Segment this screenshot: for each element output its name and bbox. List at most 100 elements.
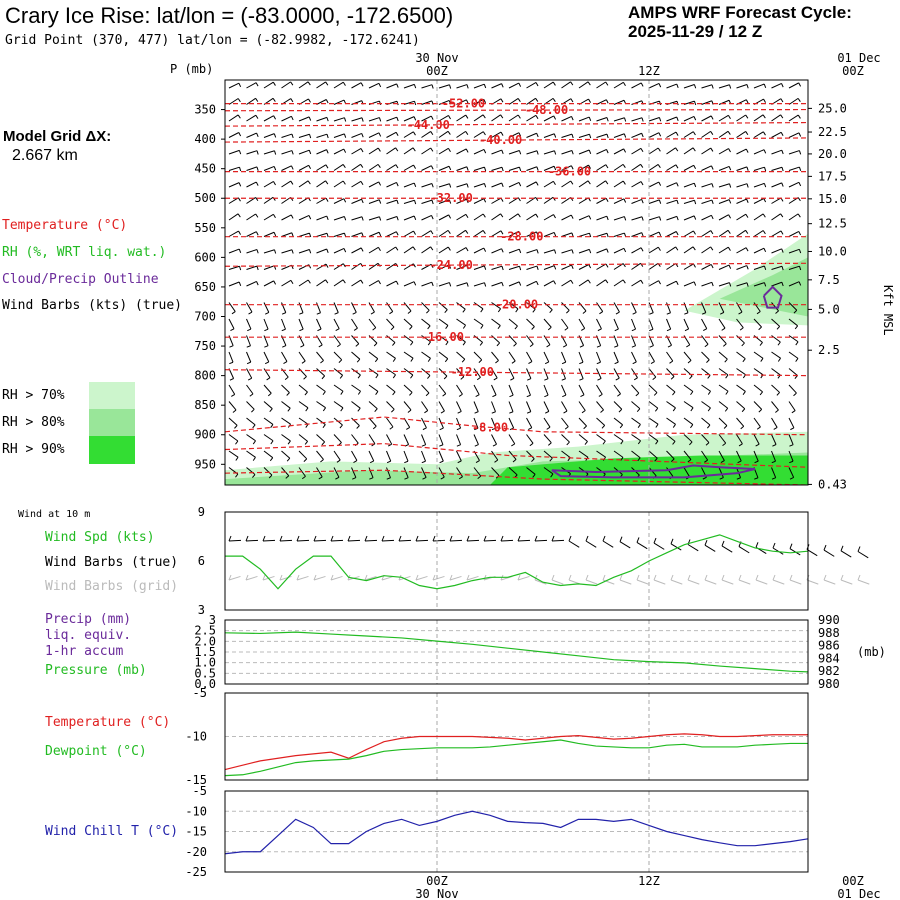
wind-barb (648, 246, 659, 254)
wind-barb-flag (413, 230, 416, 235)
wind-barb (631, 434, 641, 442)
wind-barb-flag (427, 375, 431, 379)
wind-barb (561, 264, 572, 270)
wind-barb (526, 97, 536, 105)
wind-barb (771, 450, 776, 462)
wind-barb-flag (553, 214, 556, 219)
wind-barb-flag (655, 440, 659, 445)
wind-barb (526, 384, 531, 396)
wind-barb (333, 148, 345, 155)
wind-barb-flag (777, 357, 781, 362)
wind-barb-flag (494, 459, 499, 463)
wind-barb (456, 183, 468, 188)
wind-barb-flag (248, 311, 253, 315)
wind-barb-flag (300, 344, 305, 348)
wind-barb (753, 335, 763, 343)
wind-barb (438, 147, 449, 155)
wind-barb-flag (791, 410, 796, 414)
wind-barb-flag (386, 460, 391, 464)
wind-barb (281, 318, 286, 330)
wind-barb-flag (322, 391, 326, 396)
wind-barb (701, 281, 713, 287)
wind-barb-flag (549, 309, 553, 314)
wind-barb (788, 150, 800, 155)
wind-barb (578, 351, 584, 363)
wind-barb-flag (535, 98, 539, 102)
grid-wind-barb-flag (704, 574, 708, 581)
wind-barb (543, 384, 549, 396)
wind-barb (683, 450, 692, 460)
bottom-time-tick-label: 00Z (426, 874, 448, 888)
forecast-cycle-value: 2025-11-29 / 12 Z (628, 22, 763, 41)
wind-barb (526, 335, 534, 345)
wind-barb (613, 417, 623, 426)
wind-barb-flag (606, 133, 609, 139)
wind-barb-flag (308, 149, 312, 155)
wind-barb-flag (547, 326, 552, 331)
wind-barb-flag (707, 407, 711, 412)
grid-wind-barb (721, 579, 734, 585)
wind-barb (386, 450, 392, 462)
legend-cloud-outline: Cloud/Precip Outline (2, 272, 159, 287)
wind-barb-flag (304, 391, 308, 396)
wind-barb (386, 434, 393, 445)
wind-barb (578, 302, 587, 312)
wind-barb-flag (780, 230, 784, 235)
wind-barb (788, 434, 794, 445)
wind-barb (771, 401, 779, 411)
wind-barb (631, 82, 642, 89)
wind-barb-flag (389, 311, 394, 315)
wind-barb (736, 198, 747, 204)
wind-barb-flag (658, 181, 662, 186)
wind-barb (596, 215, 607, 221)
temperature-contour-label: -44.00 (406, 118, 449, 132)
wind-barb-flag (378, 117, 382, 122)
wind-barb-flag (745, 213, 749, 218)
bottom-date-label: 01 Dec (837, 887, 880, 900)
wind-barb (666, 417, 676, 425)
wind-barb-flag (430, 230, 434, 235)
wind-barb-flag (563, 410, 568, 414)
wind-barb (578, 232, 590, 237)
wind-barb-flag (353, 327, 358, 331)
wind-barb (228, 248, 240, 254)
grid-wind-barb (517, 575, 530, 581)
legend-wind-barbs: Wind Barbs (kts) (true) (2, 298, 183, 313)
pressure-tick-label: 700 (194, 309, 216, 323)
wind-barb (561, 180, 571, 188)
wind-barb-flag (256, 166, 259, 171)
wind-barb-flag (457, 410, 462, 414)
wind-barb (701, 335, 709, 345)
wind-barb-flag (701, 312, 707, 315)
wind-barb (438, 302, 448, 311)
wind-barb (543, 150, 555, 155)
wind-barb-flag (238, 82, 242, 88)
wind-barb-flag (650, 361, 655, 364)
wind-barb (701, 147, 712, 155)
wind-barb (368, 82, 380, 89)
wind-barb-flag (444, 309, 448, 314)
wind-barb (316, 180, 326, 188)
wind-barb-flag (239, 266, 242, 271)
wind-barb (263, 133, 275, 138)
wind-barb-flag (675, 246, 679, 251)
wind-barb-flag (544, 378, 549, 381)
wind-barb (788, 351, 799, 359)
wind-barb (456, 401, 462, 412)
wind-barb-flag (238, 132, 242, 137)
wind-barb (666, 164, 677, 171)
true-wind-barb-flag (568, 535, 572, 542)
wind-barb-flag (798, 182, 802, 187)
wind-barb (596, 302, 604, 312)
true-wind-barb (704, 544, 716, 552)
wind-barb (316, 81, 326, 89)
wind-barb (316, 232, 328, 237)
wind-barb (543, 450, 553, 459)
chart-subtitle: Grid Point (370, 477) lat/lon = (-82.998… (5, 33, 420, 48)
wind-barb-flag (466, 282, 469, 287)
wind-barb-flag (389, 426, 394, 430)
wind-barb (508, 132, 520, 138)
wind-barb-flag (448, 199, 452, 204)
wind-barb-flag (641, 216, 644, 221)
wind-barb (753, 131, 764, 138)
